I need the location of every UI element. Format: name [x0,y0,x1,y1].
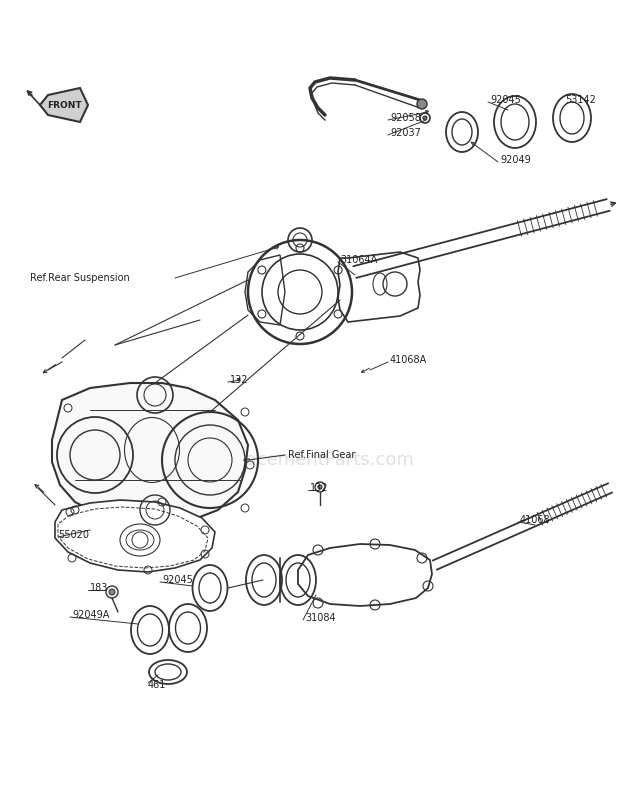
Text: 132: 132 [230,375,249,385]
Polygon shape [245,255,285,325]
Polygon shape [52,383,248,525]
Text: 31064A: 31064A [340,255,377,265]
Text: 92037: 92037 [390,128,421,138]
Text: 41068: 41068 [520,515,551,525]
Polygon shape [55,500,215,572]
Text: 92049A: 92049A [72,610,109,620]
Circle shape [318,485,322,489]
Text: ReplacementParts.com: ReplacementParts.com [206,451,414,469]
Text: Ref.Final Gear: Ref.Final Gear [288,450,355,460]
Text: 132: 132 [310,483,329,493]
Text: 92058: 92058 [390,113,421,123]
Text: 461: 461 [148,680,166,690]
Circle shape [109,589,115,595]
Text: 183: 183 [90,583,108,593]
Circle shape [417,99,427,109]
Text: 92045: 92045 [162,575,193,585]
Polygon shape [40,88,88,122]
Text: Ref.Rear Suspension: Ref.Rear Suspension [30,273,130,283]
Text: 53142: 53142 [565,95,596,105]
Text: 92045: 92045 [490,95,521,105]
Circle shape [423,116,427,120]
Polygon shape [338,252,420,322]
Text: 92049: 92049 [500,155,531,165]
Text: 55020: 55020 [58,530,89,540]
Polygon shape [298,544,432,606]
Text: FRONT: FRONT [46,101,81,110]
Text: 31084: 31084 [305,613,335,623]
Text: 41068A: 41068A [390,355,427,365]
